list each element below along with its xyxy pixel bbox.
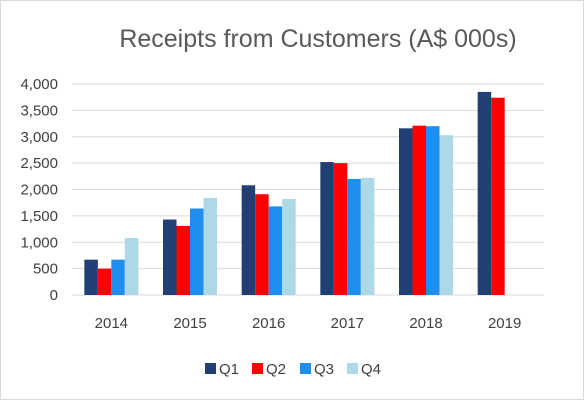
bar-q3-2014 <box>111 259 125 295</box>
bar-q3-2018 <box>426 126 440 295</box>
bar-q2-2015 <box>176 225 190 295</box>
gridlines <box>72 83 544 296</box>
legend-swatch <box>252 363 263 374</box>
legend: Q1 Q2 Q3 Q4 <box>205 361 381 378</box>
x-tick-label: 2016 <box>252 315 285 332</box>
legend-swatch <box>347 363 358 374</box>
bars <box>84 91 505 295</box>
bar-q2-2017 <box>333 163 348 295</box>
x-tick-label: 2014 <box>95 315 128 332</box>
y-tick-label: 2,500 <box>20 155 58 172</box>
bar-q4-2014 <box>124 238 139 295</box>
bar-q4-2016 <box>282 198 296 295</box>
y-tick-label: 3,500 <box>20 102 58 119</box>
legend-swatch <box>300 363 311 374</box>
y-tick-label: 3,000 <box>20 129 58 146</box>
legend-label: Q1 <box>219 361 239 378</box>
bar-q3-2016 <box>268 206 283 295</box>
bar-q1-2016 <box>241 185 256 295</box>
bar-q1-2019 <box>477 91 492 295</box>
bar-q1-2018 <box>399 128 413 295</box>
y-tick-label: 500 <box>33 261 58 278</box>
bar-q4-2017 <box>360 177 375 295</box>
y-tick-label: 0 <box>50 287 58 304</box>
bar-q2-2016 <box>255 194 269 295</box>
legend-label: Q4 <box>361 361 381 378</box>
bar-q4-2018 <box>439 135 453 295</box>
y-tick-label: 1,000 <box>20 234 58 251</box>
y-axis-ticks: 0 500 1,000 1,500 2,000 2,500 3,000 3,500 4,000 <box>20 76 58 304</box>
legend-swatch <box>205 363 216 374</box>
x-tick-label: 2019 <box>488 315 521 332</box>
legend-label: Q2 <box>266 361 286 378</box>
y-tick-label: 2,000 <box>20 182 58 199</box>
bar-q2-2019 <box>491 97 505 295</box>
bar-q2-2014 <box>97 268 112 295</box>
x-tick-label: 2015 <box>173 315 206 332</box>
bar-q1-2015 <box>163 219 177 295</box>
chart-title: Receipts from Customers (A$ 000s) <box>119 25 516 53</box>
x-tick-label: 2018 <box>409 315 442 332</box>
legend-label: Q3 <box>314 361 334 378</box>
y-tick-label: 1,500 <box>20 208 58 225</box>
y-tick-label: 4,000 <box>20 76 58 93</box>
x-axis-ticks: 2014 2015 2016 2017 2018 2019 <box>95 315 522 332</box>
bar-q1-2014 <box>84 259 98 295</box>
bar-q3-2015 <box>190 208 204 295</box>
bar-q4-2015 <box>203 197 217 295</box>
bar-q3-2017 <box>347 178 361 295</box>
bar-q1-2017 <box>320 162 334 295</box>
bar-q2-2018 <box>412 125 426 295</box>
x-tick-label: 2017 <box>331 315 364 332</box>
